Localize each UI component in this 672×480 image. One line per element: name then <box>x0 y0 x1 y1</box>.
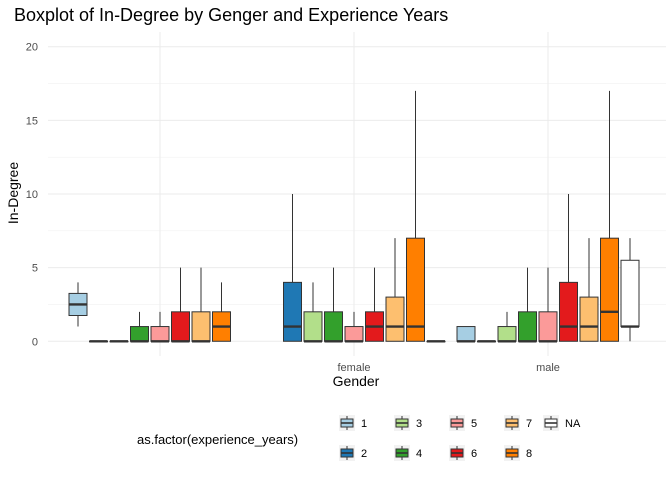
box-male-8 <box>600 90 619 342</box>
box-blank-5 <box>150 311 170 343</box>
box-iqr <box>600 237 619 342</box>
box-iqr <box>497 326 517 342</box>
box-blank-6 <box>171 267 190 343</box>
box-female-4 <box>324 267 343 343</box>
x-axis-title: Gender <box>333 373 380 389</box>
box-female-5 <box>344 311 364 343</box>
box-male-5 <box>538 267 558 343</box>
box-iqr <box>191 311 211 342</box>
box-iqr <box>559 281 578 342</box>
box-female-7 <box>385 238 405 342</box>
box-iqr <box>385 296 405 342</box>
box-iqr <box>130 326 149 342</box>
box-female-2 <box>283 194 302 342</box>
box-iqr <box>579 296 599 342</box>
y-tick-label: 20 <box>26 42 38 54</box>
legend-title: as.factor(experience_years) <box>137 432 298 447</box>
legend-item-2: 2 <box>339 445 367 461</box>
x-axis-ticks: female male <box>337 362 559 374</box>
box-female-6 <box>365 267 384 342</box>
legend-label: 2 <box>361 448 367 460</box>
legend-label: 7 <box>526 418 532 430</box>
box-blank-8 <box>212 282 231 342</box>
legend-label: 3 <box>416 418 422 430</box>
box-male-NA <box>620 238 640 342</box>
box-male-7 <box>579 238 599 342</box>
y-tick-label: 10 <box>26 189 38 201</box>
box-blank-2 <box>89 340 108 343</box>
legend-item-3: 3 <box>394 415 422 431</box>
box-iqr <box>171 311 190 342</box>
box-male-2 <box>477 340 496 343</box>
y-tick-label: 0 <box>32 336 38 348</box>
box-iqr <box>406 237 425 342</box>
legend-label: 6 <box>471 448 477 460</box>
legend-item-6: 6 <box>449 445 477 461</box>
box-female-NA <box>426 340 446 343</box>
box-iqr <box>538 311 558 342</box>
y-axis-ticks: 0 5 10 15 20 <box>26 42 38 349</box>
legend-item-NA: NA <box>543 415 581 431</box>
y-tick-label: 5 <box>32 263 38 275</box>
box-male-1 <box>456 326 476 343</box>
box-male-6 <box>559 194 578 342</box>
box-male-3 <box>497 311 517 343</box>
box-female-3 <box>303 282 323 343</box>
y-tick-label: 15 <box>26 115 38 127</box>
legend-label: 1 <box>361 418 367 430</box>
legend-label: NA <box>565 418 581 430</box>
legend-item-4: 4 <box>394 445 422 461</box>
box-iqr <box>620 259 640 328</box>
box-iqr <box>518 311 537 342</box>
box-iqr <box>456 326 476 342</box>
legend-item-5: 5 <box>449 415 477 431</box>
box-blank-3 <box>109 340 129 343</box>
legend: as.factor(experience_years) 1 2 3 4 5 6 7 8 NA <box>137 415 581 461</box>
legend-item-1: 1 <box>339 415 367 431</box>
chart-title: Boxplot of In-Degree by Genger and Exper… <box>14 5 448 25</box>
y-axis-title: In-Degree <box>5 162 21 224</box>
box-male-4 <box>518 267 537 343</box>
x-tick-label: male <box>536 362 560 374</box>
x-tick-label: female <box>337 362 370 374</box>
box-iqr <box>303 311 323 342</box>
plot-boxes <box>68 90 640 343</box>
legend-item-8: 8 <box>504 445 532 461</box>
legend-label: 5 <box>471 418 477 430</box>
box-blank-1 <box>68 282 88 327</box>
legend-label: 8 <box>526 448 532 460</box>
box-female-8 <box>406 90 425 342</box>
legend-label: 4 <box>416 448 422 460</box>
box-blank-7 <box>191 267 211 343</box>
box-blank-4 <box>130 311 149 343</box>
box-iqr <box>283 281 302 342</box>
legend-item-7: 7 <box>504 415 532 431</box>
box-iqr <box>344 326 364 342</box>
box-iqr <box>324 311 343 342</box>
box-iqr <box>150 326 170 342</box>
